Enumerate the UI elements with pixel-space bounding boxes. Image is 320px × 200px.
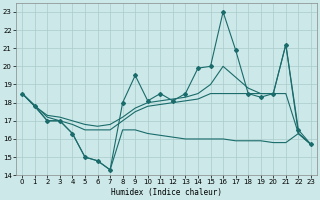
X-axis label: Humidex (Indice chaleur): Humidex (Indice chaleur): [111, 188, 222, 197]
